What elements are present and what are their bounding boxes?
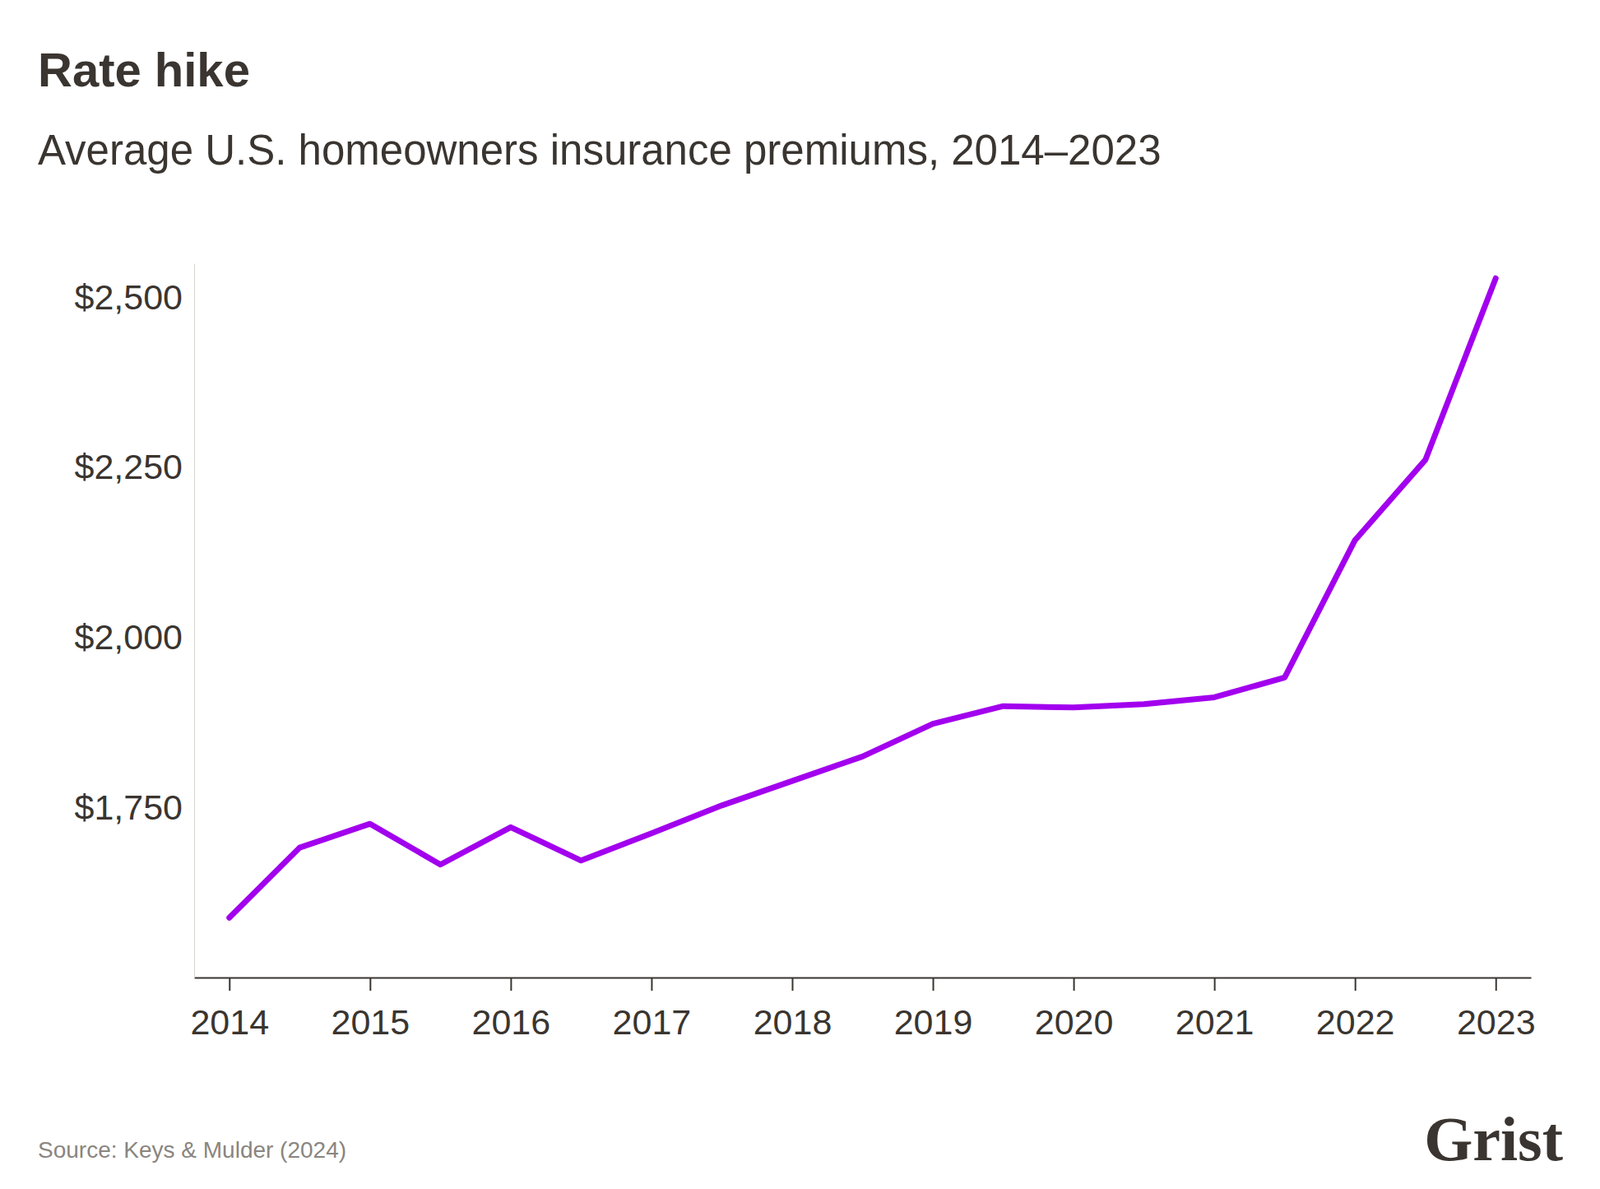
source: Source: Keys & Mulder (2024) xyxy=(37,1136,347,1163)
y-tick-label: $2,000 xyxy=(74,616,183,657)
x-tick-label: 2020 xyxy=(1034,1001,1114,1042)
x-tick: 2014 xyxy=(190,977,269,1042)
x-tick: 2018 xyxy=(753,977,833,1042)
chart: Rate hike Average U.S. homeowners insuran… xyxy=(0,0,1600,1189)
x-tick-label: 2017 xyxy=(612,1001,692,1042)
x-tick: 2022 xyxy=(1316,977,1396,1042)
x-axis-line xyxy=(194,977,1532,979)
x-tick-mark xyxy=(650,977,653,991)
x-tick-mark xyxy=(1073,977,1076,991)
x-tick-mark xyxy=(1354,977,1357,991)
x-tick: 2019 xyxy=(894,977,974,1042)
x-tick-mark xyxy=(228,977,231,991)
y-axis-line xyxy=(194,264,195,979)
subtitle: Average U.S. homeowners insurance premiu… xyxy=(37,126,1162,174)
plot-area xyxy=(229,278,1496,918)
x-tick-label: 2014 xyxy=(190,1001,269,1042)
y-axis: $1,750 $2,000 $2,250 $2,500 xyxy=(74,264,195,979)
x-tick-label: 2018 xyxy=(753,1001,833,1042)
x-tick: 2020 xyxy=(1034,977,1114,1042)
x-tick-mark xyxy=(369,977,372,991)
x-tick: 2016 xyxy=(472,977,552,1042)
y-tick: $2,250 xyxy=(74,446,195,487)
x-tick-mark xyxy=(1495,977,1498,991)
x-tick-mark xyxy=(1214,977,1216,991)
y-tick: $1,750 xyxy=(74,787,195,827)
x-tick-mark xyxy=(510,977,512,991)
x-axis: 2014 2015 2016 2017 2018 2019 2020 2021 2022 2023 xyxy=(190,977,1536,1042)
x-tick-mark xyxy=(791,977,794,991)
x-tick: 2021 xyxy=(1175,977,1255,1042)
x-tick: 2015 xyxy=(330,977,410,1042)
y-tick: $2,500 xyxy=(74,277,195,317)
x-tick-label: 2015 xyxy=(330,1001,410,1042)
x-tick-label: 2016 xyxy=(472,1001,552,1042)
y-tick-label: $1,750 xyxy=(74,787,183,827)
y-tick: $2,000 xyxy=(74,616,195,657)
x-tick-label: 2021 xyxy=(1175,1001,1255,1042)
brand: Grist xyxy=(1423,1103,1563,1174)
title: Rate hike xyxy=(37,42,251,97)
x-tick-label: 2022 xyxy=(1316,1001,1396,1042)
x-tick-label: 2019 xyxy=(894,1001,974,1042)
x-tick: 2023 xyxy=(1456,977,1536,1042)
line xyxy=(229,278,1496,918)
y-tick-label: $2,250 xyxy=(74,446,183,487)
x-tick: 2017 xyxy=(612,977,692,1042)
x-tick-mark xyxy=(932,977,935,991)
y-tick-label: $2,500 xyxy=(74,277,183,317)
x-tick-label: 2023 xyxy=(1456,1001,1536,1042)
